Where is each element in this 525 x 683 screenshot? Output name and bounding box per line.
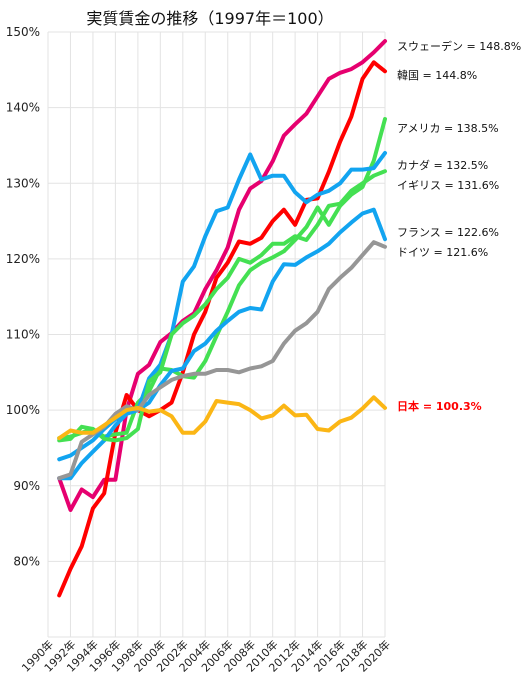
y-tick-label: 100% xyxy=(6,403,40,417)
series-label-ドイツ: ドイツ = 121.6% xyxy=(397,246,488,259)
y-tick-label: 110% xyxy=(6,328,40,342)
series-label-スウェーデン: スウェーデン = 148.8% xyxy=(397,39,521,53)
series-line-イギリス xyxy=(57,169,387,443)
y-tick-label: 130% xyxy=(6,176,40,190)
y-tick-label: 140% xyxy=(6,101,40,115)
series-lines xyxy=(57,39,387,598)
y-tick-label: 80% xyxy=(13,554,40,568)
gridlines xyxy=(47,31,386,638)
y-tick-label: 150% xyxy=(6,25,40,39)
series-label-フランス: フランス = 122.6% xyxy=(397,226,499,239)
series-line-日本 xyxy=(57,395,387,441)
y-axis: 80% 90% 100% 110% 120% 130% 140% 150% xyxy=(6,25,40,568)
y-tick-label: 120% xyxy=(6,252,40,266)
series-labels: スウェーデン = 148.8% 韓国 = 144.8% アメリカ = 138.5% カ… xyxy=(397,39,521,413)
chart-title: 実質賃金の推移（1997年＝100） xyxy=(86,9,333,28)
series-label-日本: 日本 = 100.3% xyxy=(397,399,482,413)
series-label-アメリカ: アメリカ = 138.5% xyxy=(397,122,499,135)
series-label-カナダ: カナダ = 132.5% xyxy=(397,158,488,172)
y-tick-label: 90% xyxy=(13,479,40,493)
series-line-韓国 xyxy=(57,60,387,598)
series-line-カナダ xyxy=(57,151,387,481)
series-line-ドイツ xyxy=(57,240,387,481)
series-line-スウェーデン xyxy=(57,39,387,512)
series-label-韓国: 韓国 = 144.8% xyxy=(397,69,477,82)
series-label-イギリス: イギリス = 131.6% xyxy=(397,179,499,192)
x-axis: 1990年1992年1994年1996年1998年2000年2002年2004年… xyxy=(19,637,393,674)
